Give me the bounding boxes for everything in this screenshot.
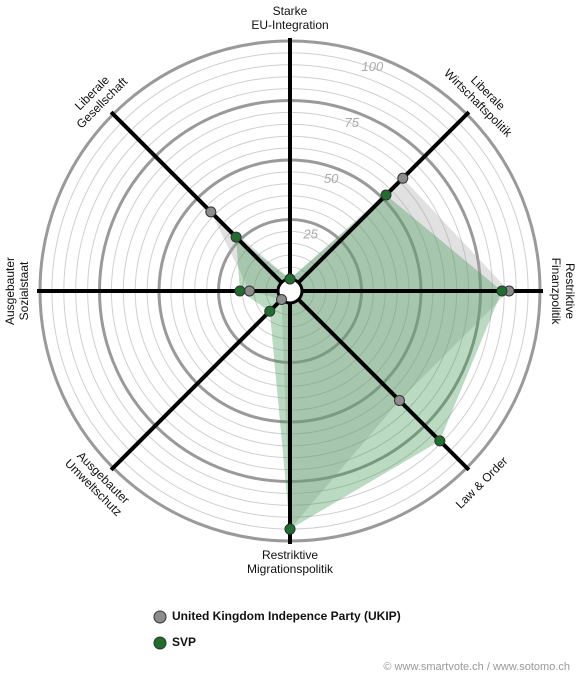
point xyxy=(230,231,242,243)
point xyxy=(393,394,405,406)
point xyxy=(496,285,508,297)
axis xyxy=(109,298,283,472)
point xyxy=(284,523,296,535)
point xyxy=(234,285,246,297)
series-area xyxy=(210,178,510,530)
point xyxy=(434,435,446,447)
axis-label: Starke EU-Integration xyxy=(251,4,328,32)
axis-label: AusgebauterSozialstaat xyxy=(3,257,31,325)
legend-label: SVP xyxy=(172,635,196,649)
tick-label: 75 xyxy=(345,115,360,130)
point xyxy=(284,273,296,285)
point xyxy=(243,285,255,297)
legend-marker xyxy=(153,636,167,650)
legend-marker xyxy=(153,610,167,624)
point xyxy=(205,206,217,218)
axis-label: RestriktiveFinanzpolitik xyxy=(549,258,577,326)
axis-label: Restriktive Migrationspolitik xyxy=(247,548,334,576)
point xyxy=(276,293,288,305)
source: © www.smartvote.ch / www.sotomo.ch xyxy=(383,661,570,673)
legend-label: United Kingdom Indepence Party (UKIP) xyxy=(172,609,401,623)
tick-label: 100 xyxy=(362,59,384,74)
point xyxy=(397,172,409,184)
point xyxy=(380,189,392,201)
point xyxy=(264,305,276,317)
tick-label: 25 xyxy=(302,227,318,242)
tick-label: 50 xyxy=(324,171,339,186)
axis xyxy=(109,110,283,284)
